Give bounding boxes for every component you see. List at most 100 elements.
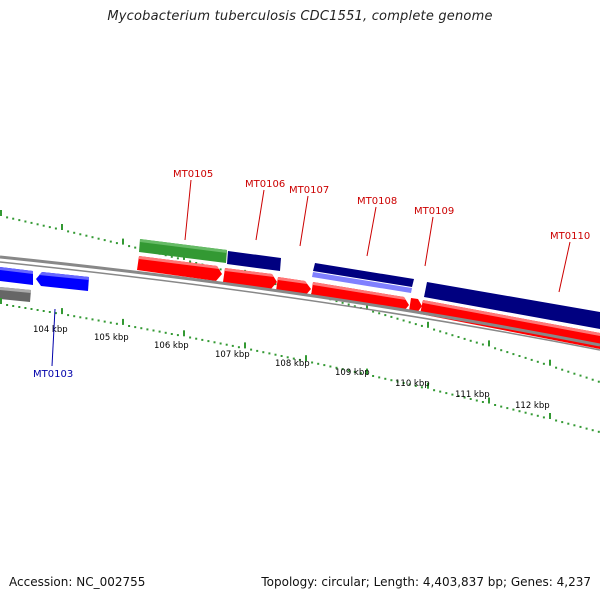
inner-scale-tick (48, 311, 51, 313)
gene-arrow-red[interactable] (137, 256, 222, 281)
inner-scale-tick (567, 422, 570, 425)
outer-scale-tick (67, 230, 70, 233)
inner-scale-tick (73, 315, 76, 318)
inner-scale-tick (573, 424, 576, 427)
outer-scale-tick (79, 233, 82, 236)
gene-arrow-red[interactable] (311, 282, 409, 311)
outer-scale-tick (103, 239, 106, 242)
outer-scale-tick (390, 315, 393, 318)
inner-scale-tick (506, 407, 509, 410)
outer-scale-tick (24, 220, 27, 223)
inner-scale-tick (353, 370, 356, 373)
gene-label-leaders (51, 179, 571, 367)
outer-scale-tick (567, 370, 570, 373)
outer-scale-tick (512, 353, 515, 356)
inner-scale-tick (61, 308, 63, 315)
inner-scale-tick (0, 298, 2, 304)
inner-scale-tick (317, 362, 320, 365)
genome-backbone (0, 261, 600, 351)
inner-scale-tick (140, 327, 143, 330)
outer-scale-tick (530, 358, 533, 361)
outer-scale-tick (500, 349, 503, 352)
gene-bar-green-highlight (140, 239, 227, 253)
gene-bar-navy[interactable] (313, 263, 414, 287)
outer-scale-tick (518, 355, 521, 357)
outer-scale-tick (54, 227, 57, 230)
outer-scale-tick (347, 303, 350, 306)
scale-labels: 104 kbp 105 kbp 106 kbp 107 kbp 108 kbp … (33, 325, 550, 411)
gene-arrow-red[interactable] (409, 298, 422, 313)
inner-scale-tick (201, 338, 204, 341)
inner-scale-tick (579, 425, 582, 428)
outer-scale-tick (366, 303, 368, 310)
outer-scale-tick (353, 305, 356, 308)
inner-scale-tick (183, 330, 185, 337)
outer-scale-tick (457, 336, 460, 338)
inner-scale-tick (152, 329, 155, 332)
inner-scale-tick (500, 405, 503, 408)
outer-scale-tick (445, 332, 448, 335)
gene-label-mt0109[interactable]: MT0109 (414, 206, 454, 217)
gene-bar-lavender[interactable] (312, 272, 412, 293)
gene-label-mt0106[interactable]: MT0106 (245, 179, 285, 190)
gene-label-mt0103[interactable]: MT0103 (33, 369, 73, 380)
gene-label-mt0108[interactable]: MT0108 (357, 196, 397, 207)
gene-arrow-blue-highlight (39, 272, 89, 280)
gene-label-mt0110[interactable]: MT0110 (550, 231, 590, 242)
gene-bar-green[interactable] (139, 239, 227, 263)
inner-scale-tick (384, 377, 387, 380)
outer-scale-tick (402, 319, 405, 322)
scale-label: 110 kbp (395, 379, 430, 389)
inner-scale-tick (555, 419, 558, 422)
inner-scale-tick (469, 398, 472, 400)
outer-scale-tick (524, 356, 527, 359)
outer-scale-tick (451, 334, 454, 337)
inner-scale-tick (512, 408, 515, 411)
inner-scale-tick (231, 344, 234, 347)
inner-scale-tick (85, 317, 88, 320)
outer-scale-tick (573, 372, 576, 375)
inner-scale-tick (481, 401, 484, 403)
gene-label-mt0105[interactable]: MT0105 (173, 169, 213, 180)
gene-arrow-red-highlight (423, 300, 600, 336)
gene-bar-navy[interactable] (227, 251, 281, 271)
outer-scale-tick (384, 314, 387, 317)
inner-scale-tick (170, 333, 173, 335)
scale-label: 109 kbp (335, 368, 370, 378)
inner-scale-tick (42, 310, 45, 312)
inner-scale-tick (372, 375, 375, 377)
gene-bar-navy[interactable] (424, 282, 600, 329)
inner-scale-tick (323, 364, 326, 367)
outer-scale-tick (408, 321, 411, 324)
inner-scale-tick (109, 321, 112, 324)
outer-scale-tick (585, 376, 588, 379)
outer-scale-tick (481, 343, 484, 346)
inner-scale-tick (298, 358, 301, 361)
inner-scale-tick (311, 361, 314, 364)
gene-arrow-blue-highlight (0, 267, 33, 274)
outer-scale-tick (420, 324, 423, 327)
outer-scale-tick (463, 337, 466, 340)
inner-scale-tick (378, 376, 381, 379)
inner-scale-tick (225, 343, 228, 346)
inner-scale-tick (146, 328, 149, 331)
inner-scale-tick (518, 410, 521, 413)
outer-scale-tick (372, 310, 375, 313)
outer-scale-tick (91, 236, 94, 239)
outer-scale-tick (115, 242, 118, 245)
outer-scale-tick (30, 221, 33, 224)
outer-scale-tick (591, 378, 594, 381)
outer-scale-tick (475, 341, 478, 344)
accession-text: Accession: NC_002755 (9, 575, 146, 589)
inner-scale-tick (549, 413, 551, 419)
gene-arrow-red-highlight (225, 268, 274, 277)
inner-scale-tick (79, 316, 82, 319)
genome-summary-text: Topology: circular; Length: 4,403,837 bp… (261, 575, 591, 589)
outer-scale-tick (0, 210, 2, 216)
inner-scale-tick (164, 331, 167, 334)
inner-scale-tick (244, 342, 246, 349)
gene-label-mt0107[interactable]: MT0107 (289, 185, 329, 196)
outer-scale-tick (396, 317, 399, 320)
outer-scale-tick (335, 300, 338, 303)
